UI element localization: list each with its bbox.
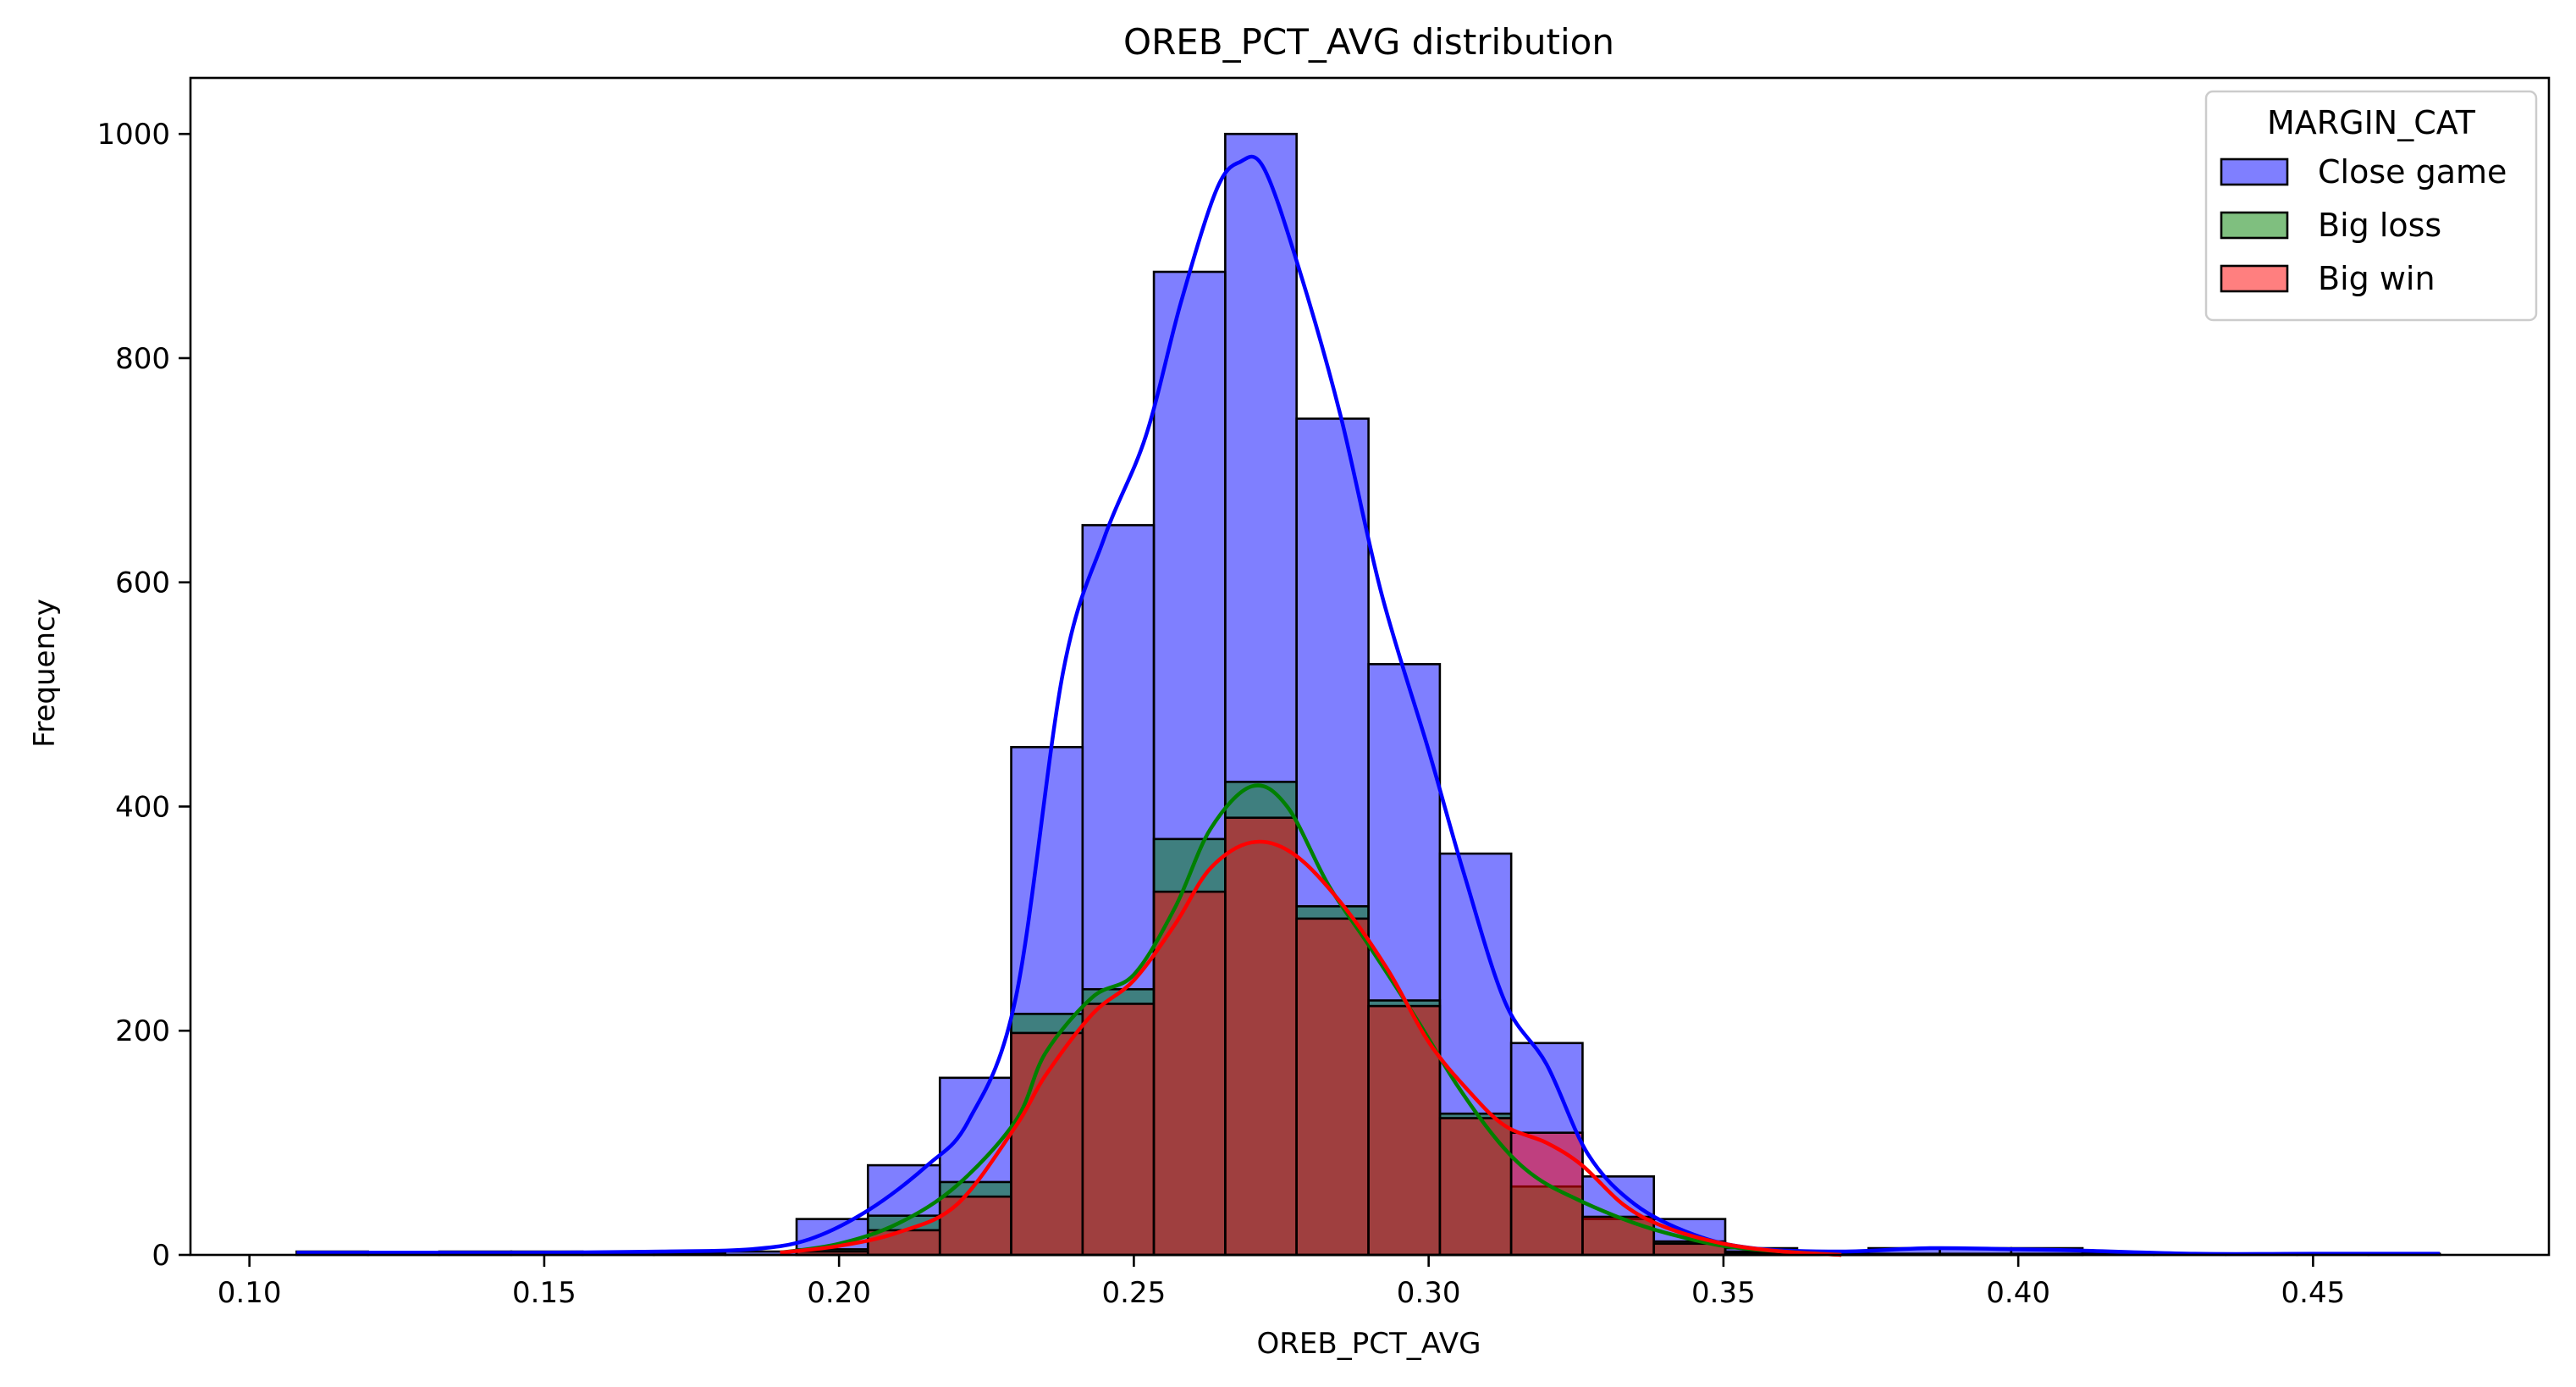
legend-label: Close game: [2318, 153, 2507, 191]
x-tick-label: 0.25: [1102, 1276, 1167, 1310]
bar: [1152, 890, 1227, 1257]
y-tick-label: 1000: [97, 118, 170, 152]
x-tick-label: 0.35: [1691, 1276, 1756, 1310]
plot-frame: [189, 76, 2551, 1257]
legend-swatch: [2220, 264, 2289, 293]
bar: [1438, 1117, 1513, 1257]
bar: [938, 1195, 1012, 1257]
bar: [1581, 1215, 1656, 1257]
x-axis-label: OREB_PCT_AVG: [1257, 1327, 1481, 1361]
y-tick-label: 800: [115, 342, 170, 376]
bars-big-win: [795, 816, 1870, 1257]
bar: [1081, 1003, 1156, 1257]
legend-label: Big loss: [2318, 207, 2441, 244]
x-tick-label: 0.15: [512, 1276, 576, 1310]
legend: MARGIN_CAT Close game Big loss Big win: [2204, 90, 2538, 322]
kde-line-close-game: [296, 154, 2441, 1257]
bar: [1010, 1031, 1084, 1257]
chart-title: OREB_PCT_AVG distribution: [1123, 21, 1614, 63]
y-tick-label: 400: [115, 790, 170, 824]
bar: [866, 1229, 941, 1257]
y-tick-label: 600: [115, 566, 170, 600]
bar: [1509, 1131, 1584, 1257]
legend-box: [2204, 90, 2538, 322]
x-tick-label: 0.40: [1986, 1276, 2050, 1310]
y-tick-label: 0: [152, 1239, 170, 1273]
bars-layer: [295, 132, 2441, 1257]
legend-swatch: [2220, 157, 2289, 186]
y-tick-label: 200: [115, 1014, 170, 1048]
x-tick-label: 0.20: [807, 1276, 871, 1310]
x-tick-label: 0.30: [1397, 1276, 1461, 1310]
legend-label: Big win: [2318, 260, 2435, 297]
bar: [1295, 917, 1370, 1257]
legend-title: MARGIN_CAT: [2267, 104, 2476, 141]
axes-layer: 0.10 0.15 0.20 0.25 0.30 0.35 0.40 0.45 0 200 400 6…: [97, 76, 2551, 1310]
kde-layer: [296, 154, 2441, 1257]
x-tick-label: 0.45: [2281, 1276, 2346, 1310]
kde-line-big-win: [780, 839, 1842, 1257]
kde-line-big-loss: [780, 783, 1842, 1257]
y-axis-label: Frequency: [28, 599, 62, 748]
x-tick-label: 0.10: [218, 1276, 282, 1310]
legend-swatch: [2220, 211, 2289, 240]
bar: [1224, 816, 1298, 1257]
bar: [1367, 1004, 1442, 1257]
